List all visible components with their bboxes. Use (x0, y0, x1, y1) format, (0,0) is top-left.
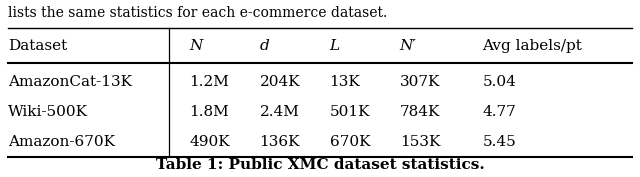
Text: 4.77: 4.77 (483, 105, 516, 119)
Text: 1.8M: 1.8M (189, 105, 229, 119)
Text: L: L (330, 39, 340, 53)
Text: 670K: 670K (330, 135, 370, 149)
Text: 1.2M: 1.2M (189, 75, 229, 89)
Text: 5.45: 5.45 (483, 135, 516, 149)
Text: AmazonCat-13K: AmazonCat-13K (8, 75, 132, 89)
Text: 13K: 13K (330, 75, 360, 89)
Text: Wiki-500K: Wiki-500K (8, 105, 88, 119)
Text: N′: N′ (399, 39, 417, 53)
Text: 5.04: 5.04 (483, 75, 516, 89)
Text: 501K: 501K (330, 105, 370, 119)
Text: Amazon-670K: Amazon-670K (8, 135, 115, 149)
Text: 153K: 153K (399, 135, 440, 149)
Text: N: N (189, 39, 203, 53)
Text: Table 1: Public XMC dataset statistics.: Table 1: Public XMC dataset statistics. (156, 158, 484, 172)
Text: 490K: 490K (189, 135, 230, 149)
Text: lists the same statistics for each e-commerce dataset.: lists the same statistics for each e-com… (8, 6, 387, 20)
Text: 307K: 307K (399, 75, 440, 89)
Text: Dataset: Dataset (8, 39, 67, 53)
Text: 784K: 784K (399, 105, 440, 119)
Text: Avg labels/pt: Avg labels/pt (483, 39, 582, 53)
Text: 136K: 136K (259, 135, 300, 149)
Text: 2.4M: 2.4M (259, 105, 300, 119)
Text: d: d (259, 39, 269, 53)
Text: 204K: 204K (259, 75, 300, 89)
